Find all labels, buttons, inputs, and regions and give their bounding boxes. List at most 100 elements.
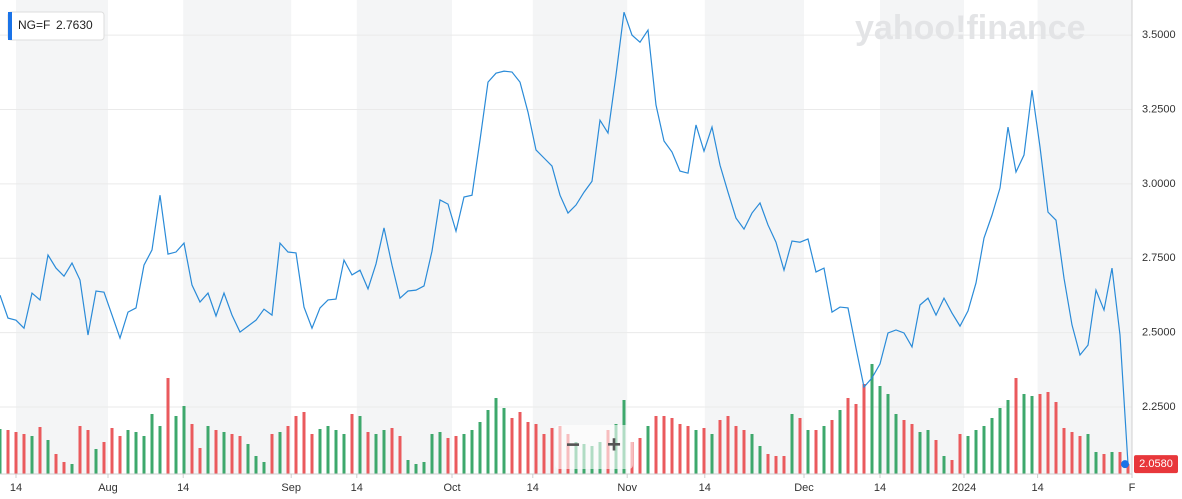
- volume-bar: [70, 464, 74, 474]
- volume-bar: [134, 432, 138, 474]
- ticker: NG=F: [18, 18, 50, 32]
- x-tick-label: 14: [527, 482, 539, 494]
- volume-bar: [862, 384, 866, 474]
- volume-bar: [1118, 452, 1122, 474]
- volume-bar: [278, 432, 282, 474]
- volume-bar: [742, 430, 746, 474]
- y-tick-label: 3.5000: [1142, 29, 1176, 41]
- volume-bar: [958, 434, 962, 474]
- volume-bar: [998, 408, 1002, 474]
- volume-bar: [1110, 452, 1114, 474]
- volume-bar: [190, 424, 194, 474]
- volume-bar: [518, 412, 522, 474]
- zoom-in[interactable]: +: [607, 431, 621, 458]
- band: [356, 0, 452, 474]
- volume-bar: [1046, 392, 1050, 474]
- volume-bar: [246, 444, 250, 474]
- x-tick-label: Sep: [281, 482, 301, 494]
- volume-bar: [646, 426, 650, 474]
- volume-bar: [1078, 436, 1082, 474]
- volume-bar: [750, 434, 754, 474]
- volume-bar: [302, 412, 306, 474]
- volume-bar: [294, 416, 298, 474]
- volume-bar: [326, 426, 330, 474]
- volume-bar: [382, 430, 386, 474]
- volume-bar: [966, 436, 970, 474]
- volume-bar: [822, 426, 826, 474]
- volume-bar: [102, 442, 106, 474]
- volume-bar: [238, 436, 242, 474]
- volume-bar: [390, 428, 394, 474]
- band: [1037, 0, 1132, 474]
- volume-bar: [982, 426, 986, 474]
- volume-bar: [710, 434, 714, 474]
- volume-bar: [494, 398, 498, 474]
- volume-bar: [406, 460, 410, 474]
- volume-bar: [1070, 432, 1074, 474]
- x-tick-label: 14: [351, 482, 363, 494]
- volume-bar: [398, 436, 402, 474]
- volume-bar: [366, 432, 370, 474]
- volume-bar: [342, 434, 346, 474]
- y-tick-label: 3.0000: [1142, 178, 1176, 190]
- band: [880, 0, 964, 474]
- zoom-panel: [555, 425, 633, 469]
- volume-bar: [758, 446, 762, 474]
- volume-bar: [1006, 400, 1010, 474]
- x-tick-label: Oct: [443, 482, 460, 494]
- volume-bar: [766, 454, 770, 474]
- volume-bar: [422, 462, 426, 474]
- volume-bar: [974, 430, 978, 474]
- volume-bar: [414, 464, 418, 474]
- volume-bar: [678, 424, 682, 474]
- volume-bar: [198, 448, 202, 474]
- volume-bar: [662, 416, 666, 474]
- volume-bar: [894, 414, 898, 474]
- last-price-pill: [1134, 455, 1178, 474]
- volume-bar: [1062, 428, 1066, 474]
- volume-bar: [878, 386, 882, 474]
- last-point: [1121, 460, 1129, 469]
- volume-bar: [270, 434, 274, 474]
- volume-bar: [350, 414, 354, 474]
- volume-bar: [1102, 454, 1106, 474]
- volume-bar: [230, 434, 234, 474]
- volume-bar: [718, 420, 722, 474]
- volume-bar: [886, 394, 890, 474]
- volume-bar: [462, 434, 466, 474]
- x-tick-label: 14: [699, 482, 711, 494]
- volume-bar: [942, 456, 946, 474]
- volume-bar: [478, 422, 482, 474]
- volume-bar: [374, 434, 378, 474]
- volume-bar: [902, 420, 906, 474]
- volume-bar: [526, 422, 530, 474]
- volume-bar: [262, 462, 266, 474]
- x-tick-label: 14: [177, 482, 189, 494]
- volume-bar: [86, 430, 90, 474]
- volume-bar: [654, 416, 658, 474]
- volume-bar: [838, 410, 842, 474]
- volume-bar: [1022, 394, 1026, 474]
- zoom-out[interactable]: −: [566, 431, 580, 458]
- volume-bar: [910, 424, 914, 474]
- volume-bar: [118, 436, 122, 474]
- volume-bar: [1086, 434, 1090, 474]
- volume-bar: [926, 430, 930, 474]
- volume-bar: [814, 430, 818, 474]
- volume-bar: [318, 429, 322, 474]
- volume-bar: [222, 432, 226, 474]
- band: [532, 0, 628, 474]
- x-tick-label: Nov: [617, 482, 637, 494]
- x-tick-label: Aug: [98, 482, 118, 494]
- x-tick-label: 14: [1031, 482, 1043, 494]
- volume-bar: [1030, 396, 1034, 474]
- band: [704, 0, 804, 474]
- band: [183, 0, 292, 474]
- volume-bar: [454, 436, 458, 474]
- x-tick-label: 14: [10, 482, 22, 494]
- y-tick-label: 2.7500: [1142, 252, 1176, 264]
- y-tick-label: 2.5000: [1142, 327, 1176, 339]
- volume-bar: [38, 427, 42, 474]
- y-tick-label: 3.2500: [1142, 103, 1176, 115]
